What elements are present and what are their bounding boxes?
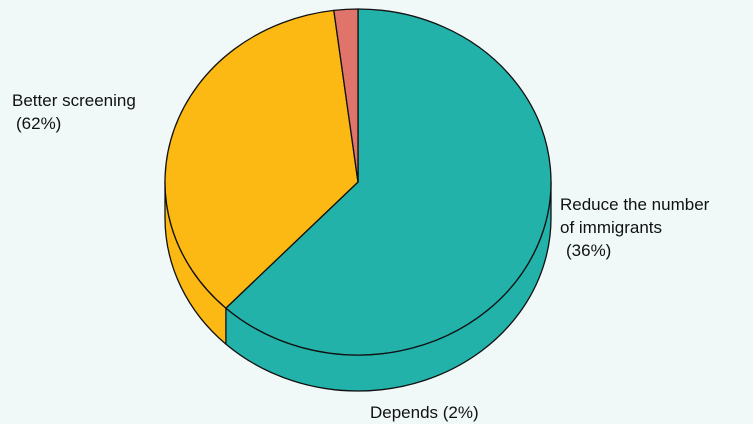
slice-label-line: of immigrants <box>560 218 662 237</box>
slice-depends <box>333 8 359 183</box>
slice-label-better-screening: Better screening (62%) <box>12 91 136 133</box>
slice-better-screening <box>225 8 552 356</box>
slice-label-line: (36%) <box>566 241 611 260</box>
slice-label-line: (62%) <box>16 114 61 133</box>
slice-label-depends: Depends (2%) <box>370 403 479 422</box>
slice-reduce-the-number-of-immigrants <box>164 9 359 309</box>
slice-label-line: Better screening <box>12 91 136 110</box>
pie-top <box>164 8 552 356</box>
slice-label-line: Depends (2%) <box>370 403 479 422</box>
slice-label-reduce-the-number-of-immigrants: Reduce the number of immigrants (36%) <box>560 195 710 260</box>
slice-label-line: Reduce the number <box>560 195 710 214</box>
